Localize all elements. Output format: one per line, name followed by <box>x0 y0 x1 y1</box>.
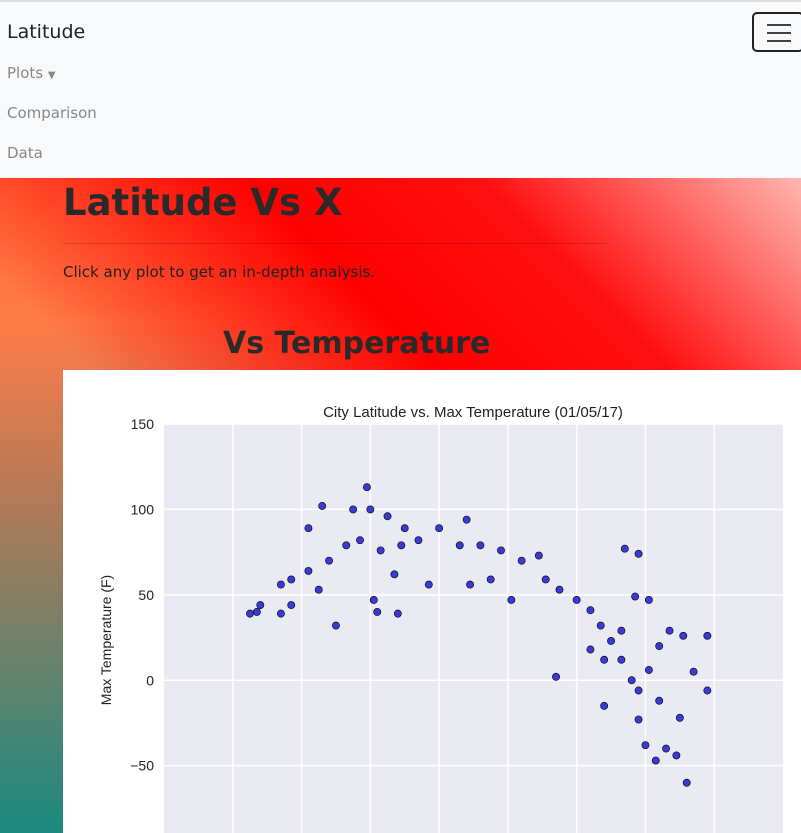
point <box>397 541 406 550</box>
point <box>276 609 285 618</box>
divider <box>63 243 607 244</box>
point <box>631 592 640 601</box>
point <box>641 741 650 750</box>
point <box>672 751 681 760</box>
point <box>617 626 626 635</box>
point <box>689 667 698 676</box>
point <box>393 609 402 618</box>
point <box>383 512 392 521</box>
point <box>607 637 616 645</box>
caret: ▼ <box>47 70 56 81</box>
point <box>634 715 643 724</box>
point <box>634 686 643 695</box>
point <box>644 666 653 674</box>
point <box>476 541 485 550</box>
point <box>414 536 423 545</box>
point <box>331 621 340 630</box>
point <box>304 566 313 575</box>
point <box>256 601 265 610</box>
point <box>617 655 626 664</box>
y-tick-label: 100 <box>131 501 155 517</box>
point <box>304 524 313 533</box>
page-title: Latitude Vs X <box>63 181 343 224</box>
point <box>627 676 636 685</box>
point <box>369 596 378 604</box>
chart-title: City Latitude vs. Max Temperature (01/05… <box>323 404 623 421</box>
point <box>572 596 581 604</box>
point <box>600 655 609 664</box>
point <box>682 778 691 787</box>
menu-toggle[interactable] <box>752 12 801 52</box>
point <box>600 701 609 710</box>
point <box>325 556 334 565</box>
point <box>586 606 595 615</box>
point <box>644 596 653 604</box>
point <box>462 515 471 524</box>
point <box>534 551 543 560</box>
point <box>424 580 433 589</box>
point <box>596 621 605 630</box>
point <box>455 541 464 550</box>
y-tick-label: 50 <box>138 587 154 603</box>
point <box>287 575 296 584</box>
nav-data[interactable]: Data <box>7 144 43 162</box>
point <box>555 585 564 594</box>
point <box>651 756 660 765</box>
section-title: Vs Temperature <box>223 326 491 361</box>
y-tick-label: −50 <box>130 758 154 774</box>
point <box>287 601 296 610</box>
brand[interactable]: Latitude <box>7 21 86 43</box>
nav-plots[interactable]: Plots ▼ <box>7 64 56 82</box>
y-tick-label: 0 <box>146 672 154 688</box>
y-axis-label: Max Temperature (F) <box>98 575 114 705</box>
point <box>665 626 674 635</box>
point <box>373 607 382 616</box>
point <box>675 713 684 722</box>
plot-area <box>164 424 783 833</box>
point <box>349 505 358 514</box>
point <box>466 580 475 589</box>
point <box>679 631 688 640</box>
point <box>517 556 526 565</box>
point <box>541 575 550 584</box>
point <box>486 575 495 584</box>
point <box>662 744 671 753</box>
navbar: Latitude Plots ▼ Comparison Data <box>0 0 801 178</box>
point <box>620 544 629 553</box>
point <box>356 536 364 545</box>
nav-label[interactable]: Plots <box>7 64 44 82</box>
point <box>552 672 560 681</box>
point <box>497 546 505 555</box>
point <box>703 631 712 640</box>
point <box>435 524 444 533</box>
point <box>366 505 375 514</box>
point <box>703 686 712 695</box>
point <box>252 607 261 616</box>
point <box>655 696 664 705</box>
point <box>376 546 385 555</box>
y-tick-label: 150 <box>131 416 155 432</box>
subtitle: Click any plot to get an in-depth analys… <box>63 263 376 281</box>
point <box>390 570 399 579</box>
point <box>400 524 409 533</box>
point <box>246 609 254 618</box>
point <box>342 541 351 550</box>
point <box>318 502 327 510</box>
point <box>507 596 516 604</box>
point <box>655 642 664 651</box>
point <box>314 585 323 594</box>
point <box>362 483 371 492</box>
point <box>276 580 285 589</box>
point <box>586 645 595 654</box>
nav-comparison[interactable]: Comparison <box>7 104 97 122</box>
point <box>634 549 643 558</box>
